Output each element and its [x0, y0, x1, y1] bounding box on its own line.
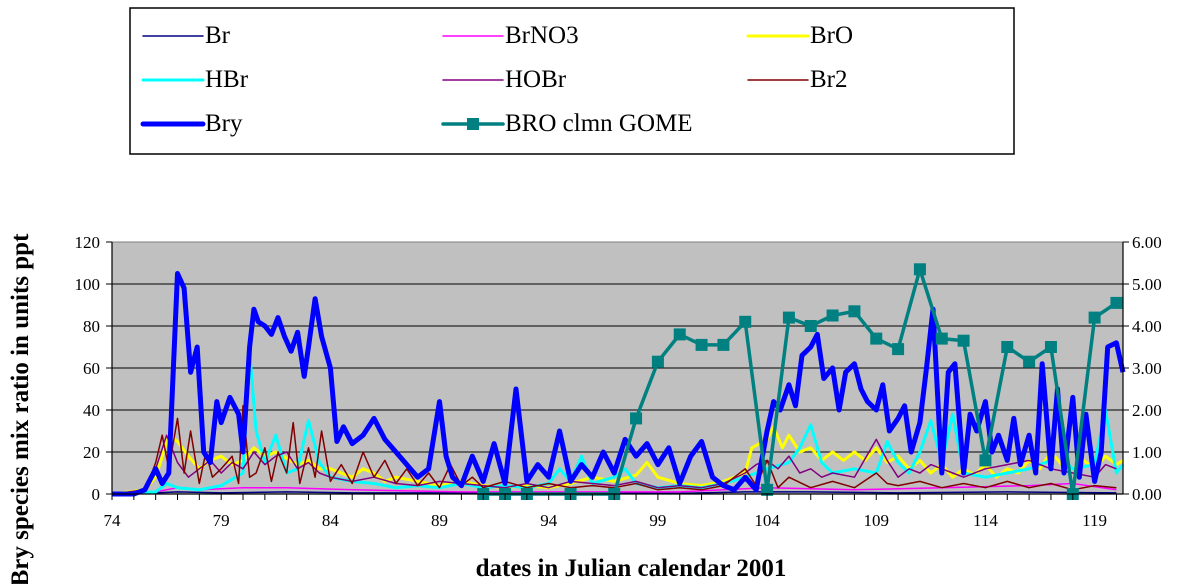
legend-label: HOBr [505, 66, 567, 93]
tick-labels: 0 20 40 60 80 100 120 0.00 1.00 2.00 3.00 4.00 5.00 6… [75, 233, 1162, 530]
legend-label: BRO clmn GOME [505, 110, 693, 137]
x-tick-label: 99 [649, 511, 666, 530]
series-line [111, 425, 1124, 496]
data-marker [979, 454, 992, 467]
x-tick-label: 84 [322, 511, 340, 530]
data-marker [892, 343, 905, 356]
legend-label: Br [205, 22, 231, 49]
series-line [111, 405, 1117, 495]
x-tick-label: 109 [864, 511, 890, 530]
legend: Br BrNO3 BrO HBr HOBr Br2 Bry BRO clmn GOME [140, 22, 853, 137]
y-tick-label: 80 [83, 317, 100, 336]
data-marker [870, 332, 883, 345]
series-line [483, 267, 1118, 496]
y-axis-title: Bry species mix ratio in units ppt [7, 233, 34, 584]
x-tick-label: 89 [431, 511, 448, 530]
data-marker [826, 309, 839, 322]
y-tick-label: 120 [75, 233, 101, 252]
legend-marker [467, 118, 479, 130]
y2-tick-label: 3.00 [1132, 359, 1162, 378]
data-marker [1023, 355, 1036, 368]
y-tick-label: 40 [83, 401, 100, 420]
data-marker [761, 483, 774, 496]
data-marker [1110, 296, 1123, 309]
x-tick-label: 94 [540, 511, 558, 530]
x-tick-label: 74 [104, 511, 122, 530]
x-axis-title: dates in Julian calendar 2001 [476, 555, 787, 582]
x-tick-label: 119 [1082, 511, 1107, 530]
axes [106, 241, 1129, 500]
data-marker [1044, 341, 1057, 353]
x-tick-label: 79 [213, 511, 230, 530]
data-marker [651, 355, 664, 368]
y-tick-label: 60 [83, 359, 100, 378]
data-marker [695, 338, 708, 351]
y2-tick-label: 1.00 [1132, 443, 1162, 462]
data-marker [913, 263, 926, 276]
data-marker [935, 332, 948, 345]
data-marker [804, 320, 817, 332]
data-marker [739, 315, 752, 328]
data-marker [782, 311, 795, 324]
legend-label: BrO [810, 22, 853, 49]
series-lines [111, 263, 1126, 500]
x-tick-label: 104 [754, 511, 780, 530]
legend-label: HBr [205, 66, 249, 93]
legend-box [129, 7, 1015, 155]
y-tick-label: 0 [92, 485, 101, 504]
data-marker [673, 328, 686, 341]
y2-tick-label: 6.00 [1132, 233, 1162, 252]
y-tick-label: 20 [83, 443, 100, 462]
data-marker [1001, 341, 1014, 353]
y2-tick-label: 0.00 [1132, 485, 1162, 504]
y2-tick-label: 2.00 [1132, 401, 1162, 420]
legend-label: BrNO3 [505, 22, 579, 49]
data-marker [717, 338, 730, 351]
x-tick-label: 114 [973, 511, 998, 530]
legend-label: Br2 [810, 66, 848, 93]
y2-tick-label: 4.00 [1132, 317, 1162, 336]
y2-tick-label: 5.00 [1132, 275, 1162, 294]
data-marker [1088, 311, 1101, 324]
legend-label: Bry [205, 110, 243, 137]
y-tick-label: 100 [75, 275, 101, 294]
series-line [112, 271, 1126, 497]
data-marker [848, 305, 861, 318]
data-marker [630, 412, 643, 425]
data-marker [957, 334, 970, 347]
